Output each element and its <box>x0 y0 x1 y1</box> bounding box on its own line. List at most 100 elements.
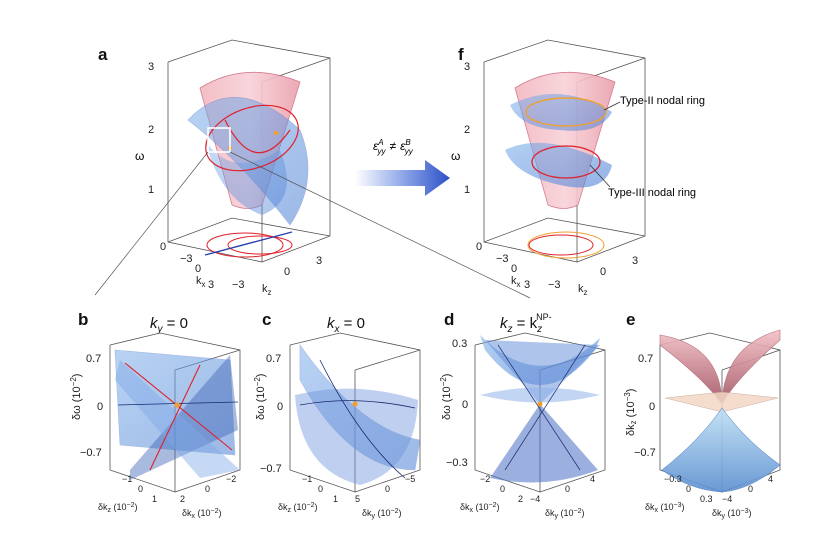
panel-b-xlabel-2: δkx (10−2) <box>182 508 222 520</box>
panel-b-ytick: −0.7 <box>80 447 102 459</box>
panel-f-letter: f <box>458 45 464 64</box>
panel-b: b ky = 0 0.7 0 −0.7 δω (10−2) −1 0 1 2 0… <box>69 310 241 520</box>
panel-c-xlabel-2: δky (10−2) <box>362 508 402 520</box>
panel-a: a 3 2 1 0 ω −3 0 3 kx −3 0 3 kz <box>94 39 531 299</box>
panel-a-node-2 <box>273 130 279 136</box>
panel-d-upper-cone-fill <box>485 340 600 404</box>
panel-a-kx-label: kx <box>196 275 206 289</box>
panel-a-zoom-line <box>94 151 209 296</box>
panel-f-kx-tick: 0 <box>511 263 517 275</box>
panel-e-tick: 4 <box>768 474 773 484</box>
panel-f-type2-pointer <box>603 101 621 111</box>
panel-c-ytick: 0.7 <box>266 353 281 365</box>
panel-b-tick: −2 <box>226 474 236 484</box>
panel-d: d kz = kzNP- 0.3 0 −0.3 δω (10−2) −2 0 2… <box>439 310 606 520</box>
panel-d-xlabel-2: δky (10−2) <box>545 508 585 520</box>
panel-a-kz-tick: 0 <box>284 266 290 278</box>
panel-b-red-line-2 <box>149 364 201 471</box>
panel-b-tick: 2 <box>180 494 185 504</box>
panel-f-floor-ring <box>528 234 594 256</box>
panel-d-tick: 0 <box>565 484 570 494</box>
panel-f-omega-label: ω <box>451 149 460 163</box>
panel-f: f Type-II nodal ring Type-III nodal ring… <box>451 39 705 297</box>
panel-d-line <box>497 344 581 471</box>
panel-c-upper-sheet <box>299 344 421 471</box>
panel-d-letter: d <box>444 310 454 329</box>
panel-c-tick: −5 <box>405 474 415 484</box>
panel-a-floor-line <box>204 231 293 256</box>
panel-a-zoom-line-2 <box>229 151 531 299</box>
panel-c-tick: 0 <box>318 484 323 494</box>
panel-b-tick: 0 <box>138 484 143 494</box>
panel-e-ytick: 0.7 <box>638 353 653 365</box>
panel-f-tick-0: 0 <box>476 241 482 253</box>
panel-f-type3-label: Type-III nodal ring <box>608 187 696 199</box>
panel-a-kz-tick: −3 <box>232 279 245 291</box>
panel-c-tick: 1 <box>333 494 338 504</box>
panel-a-kz-tick: 3 <box>316 255 322 267</box>
panel-a-box-floor <box>167 217 331 243</box>
panel-e-upper-cone <box>659 329 781 405</box>
panel-a-tick-2: 2 <box>148 124 154 136</box>
transition-arrow: εA yy ≠ εB yy <box>355 138 450 196</box>
panel-a-kx-tick: 3 <box>208 279 214 291</box>
panel-c-tick: −1 <box>302 474 312 484</box>
panel-b-letter: b <box>78 310 88 329</box>
panel-e-letter: e <box>626 310 635 329</box>
panel-a-blue-surface-2 <box>205 140 287 215</box>
panel-f-type3-ring <box>531 145 601 179</box>
panel-a-kx-tick: 0 <box>195 263 201 275</box>
arrow-shape <box>355 160 450 196</box>
panel-b-ylabel: δω (10−2) <box>69 374 83 420</box>
panel-c-ytick: 0 <box>277 401 283 413</box>
panel-e-xlabel-2: δky (10−3) <box>712 508 752 520</box>
panel-d-node <box>537 401 543 407</box>
panel-e: e 0.7 0 −0.7 δkz (10−3) −0.3 0 0.3 −4 0 … <box>623 310 781 520</box>
panel-e-tick: 0 <box>748 484 753 494</box>
panel-c-line <box>319 359 406 479</box>
panel-b-plane-2 <box>130 355 238 480</box>
panel-f-kx-label: kx <box>511 275 521 289</box>
panel-a-omega-label: ω <box>135 149 144 163</box>
panel-d-tick: −2 <box>480 474 490 484</box>
panel-f-floor-ring-2 <box>527 231 605 259</box>
panel-f-kx-tick: −3 <box>496 253 509 265</box>
panel-b-node <box>174 402 180 408</box>
panel-e-ytick: 0 <box>649 401 655 413</box>
panel-f-tick-2: 2 <box>464 124 470 136</box>
panel-f-type3-pointer <box>589 164 611 188</box>
panel-a-tick-1: 1 <box>148 184 154 196</box>
panel-f-cone <box>514 71 616 209</box>
panel-f-box-floor <box>483 217 646 243</box>
panel-f-kz-tick: 0 <box>600 266 606 278</box>
panel-b-tick: 0 <box>205 484 210 494</box>
panel-d-line-2 <box>504 344 586 471</box>
panel-d-ytick: −0.3 <box>446 457 468 469</box>
panel-e-ylabel: δkz (10−3) <box>623 389 638 436</box>
panel-c-letter: c <box>262 310 271 329</box>
panel-c-tick: 0 <box>385 484 390 494</box>
panel-d-ylabel: δω (10−2) <box>439 374 453 420</box>
panel-f-type2-label: Type-II nodal ring <box>620 95 705 107</box>
panel-b-plane-3 <box>115 360 240 478</box>
panel-e-flat-sheet <box>664 391 779 413</box>
panel-f-tick-3: 3 <box>464 61 470 73</box>
panel-d-ytick: 0.3 <box>452 338 467 350</box>
panel-f-kz-label: kz <box>578 283 588 297</box>
panel-f-lower-surface <box>505 142 612 188</box>
panel-a-red-ring-2 <box>224 119 291 154</box>
panel-a-letter: a <box>98 45 108 64</box>
panel-d-tick: 2 <box>518 494 523 504</box>
panel-d-xlabel-1: δkx (10−2) <box>460 502 500 514</box>
panel-c-title: kx = 0 <box>327 315 365 335</box>
panel-e-lower-cone <box>661 407 781 493</box>
panel-d-lower-cone <box>490 404 598 483</box>
panel-b-tick: 1 <box>152 494 157 504</box>
panel-e-tick: 0 <box>686 484 691 494</box>
panel-d-tick: 0 <box>500 484 505 494</box>
panel-c-ytick: −0.7 <box>260 463 282 475</box>
panel-a-tick-0: 0 <box>160 241 166 253</box>
panel-c-node <box>352 401 358 407</box>
panel-d-ytick: 0 <box>462 399 468 411</box>
